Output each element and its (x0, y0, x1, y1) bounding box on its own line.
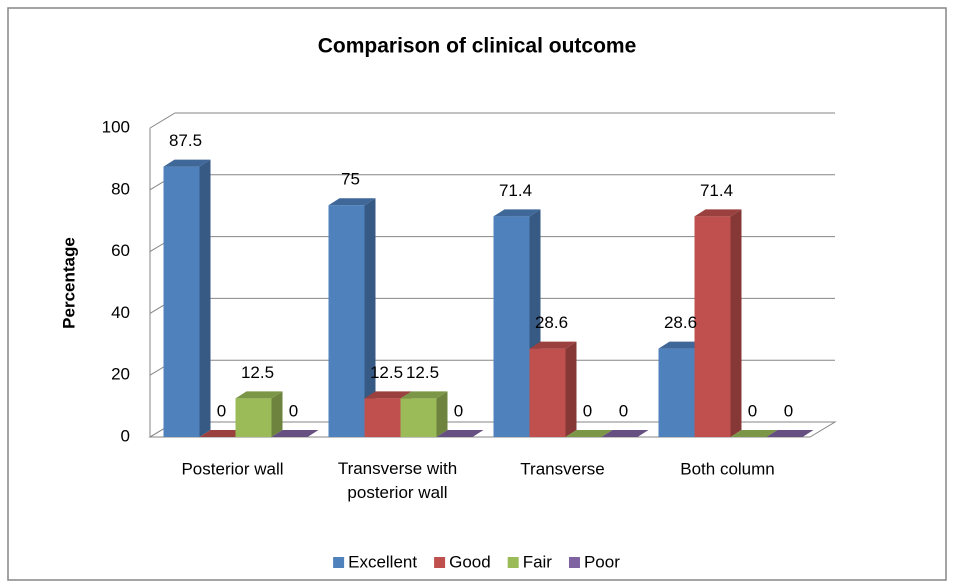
bar-top (694, 209, 742, 217)
bar (766, 430, 814, 437)
data-label: 71.4 (700, 181, 733, 200)
bar-top (601, 430, 649, 437)
bar-side (436, 391, 448, 437)
bar-front (493, 216, 530, 437)
bar-front (328, 205, 365, 437)
x-tick-label: Posterior wall (181, 459, 283, 478)
bar-side (271, 391, 283, 437)
data-label: 0 (784, 401, 793, 420)
data-label: 0 (289, 401, 298, 420)
legend-label: Good (449, 552, 491, 571)
bar-front (658, 348, 695, 437)
legend-swatch (333, 557, 345, 568)
bar (271, 430, 319, 437)
x-tick-label: Transverse (520, 459, 604, 478)
data-label: 87.5 (169, 131, 202, 150)
data-label: 75 (341, 170, 360, 189)
bar (730, 430, 778, 437)
bar-side (730, 209, 742, 437)
chart-border (7, 7, 947, 581)
bar-front (163, 166, 200, 437)
legend-item: Fair (507, 552, 553, 571)
bar-top (658, 341, 706, 349)
bar-top (400, 391, 448, 399)
data-label: 12.5 (370, 363, 403, 382)
bar-top (766, 430, 814, 437)
bar-front (529, 348, 566, 437)
bar-top (328, 198, 376, 206)
y-axis-label: Percentage (59, 237, 78, 329)
data-label: 0 (748, 401, 757, 420)
data-label: 12.5 (241, 363, 274, 382)
legend-swatch (568, 557, 580, 568)
legend-swatch (434, 557, 446, 568)
data-label: 28.6 (664, 313, 697, 332)
x-tick-label: Transverse with posterior wall (338, 459, 457, 502)
y-tick-label: 0 (121, 426, 130, 445)
bar-side (565, 341, 577, 437)
bar (199, 430, 247, 437)
bar-top (271, 430, 319, 437)
data-label: 28.6 (535, 313, 568, 332)
y-tick-label: 100 (102, 117, 130, 136)
bar-front (400, 398, 437, 437)
bar-front (694, 216, 731, 437)
bar-top (364, 391, 412, 399)
bar (601, 430, 649, 437)
legend-swatch (507, 557, 519, 568)
legend-item: Good (434, 552, 491, 571)
bar-top (199, 430, 247, 437)
data-label: 12.5 (406, 363, 439, 382)
x-tick-label: Both column (680, 459, 775, 478)
bar-top (436, 430, 484, 437)
y-tick-label: 20 (111, 365, 130, 384)
bar-top (493, 209, 541, 217)
bar (163, 159, 211, 437)
data-label: 0 (583, 401, 592, 420)
data-label: 71.4 (499, 181, 532, 200)
bar (328, 198, 376, 437)
data-label: 0 (619, 401, 628, 420)
y-tick-label: 80 (111, 179, 130, 198)
legend-label: Fair (523, 552, 553, 571)
y-tick-label: 60 (111, 241, 130, 260)
bar (400, 391, 448, 437)
y-tick-label: 40 (111, 303, 130, 322)
legend-item: Poor (568, 552, 620, 571)
legend-label: Excellent (348, 552, 417, 571)
bar-front (364, 398, 401, 437)
bar-top (565, 430, 613, 437)
data-label: 0 (217, 401, 226, 420)
legend-label: Poor (584, 552, 620, 571)
bar-top (163, 159, 211, 167)
bar (529, 341, 577, 437)
bar (493, 209, 541, 437)
bar (235, 391, 283, 437)
bar (436, 430, 484, 437)
bar-top (529, 341, 577, 349)
bar (694, 209, 742, 437)
data-label: 0 (454, 401, 463, 420)
bar-side (199, 159, 211, 437)
bar (565, 430, 613, 437)
chart-title: Comparison of clinical outcome (318, 35, 637, 58)
bar-top (730, 430, 778, 437)
bar-top (235, 391, 283, 399)
bar-side (364, 198, 376, 437)
grid-line (149, 112, 835, 129)
bar-front (235, 398, 272, 437)
legend-item: Excellent (333, 552, 417, 571)
